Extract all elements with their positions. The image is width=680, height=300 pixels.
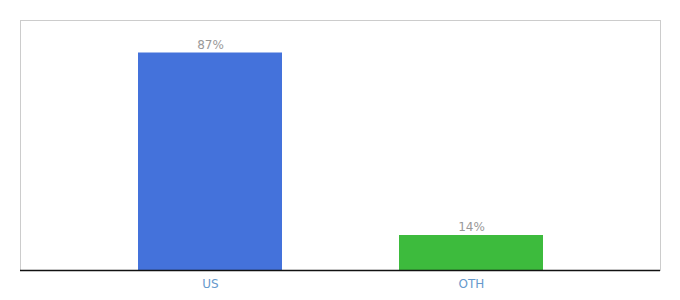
svg-text:US: US (202, 277, 218, 291)
svg-text:OTH: OTH (459, 277, 485, 291)
svg-text:87%: 87% (197, 38, 224, 52)
svg-text:14%: 14% (458, 220, 485, 234)
